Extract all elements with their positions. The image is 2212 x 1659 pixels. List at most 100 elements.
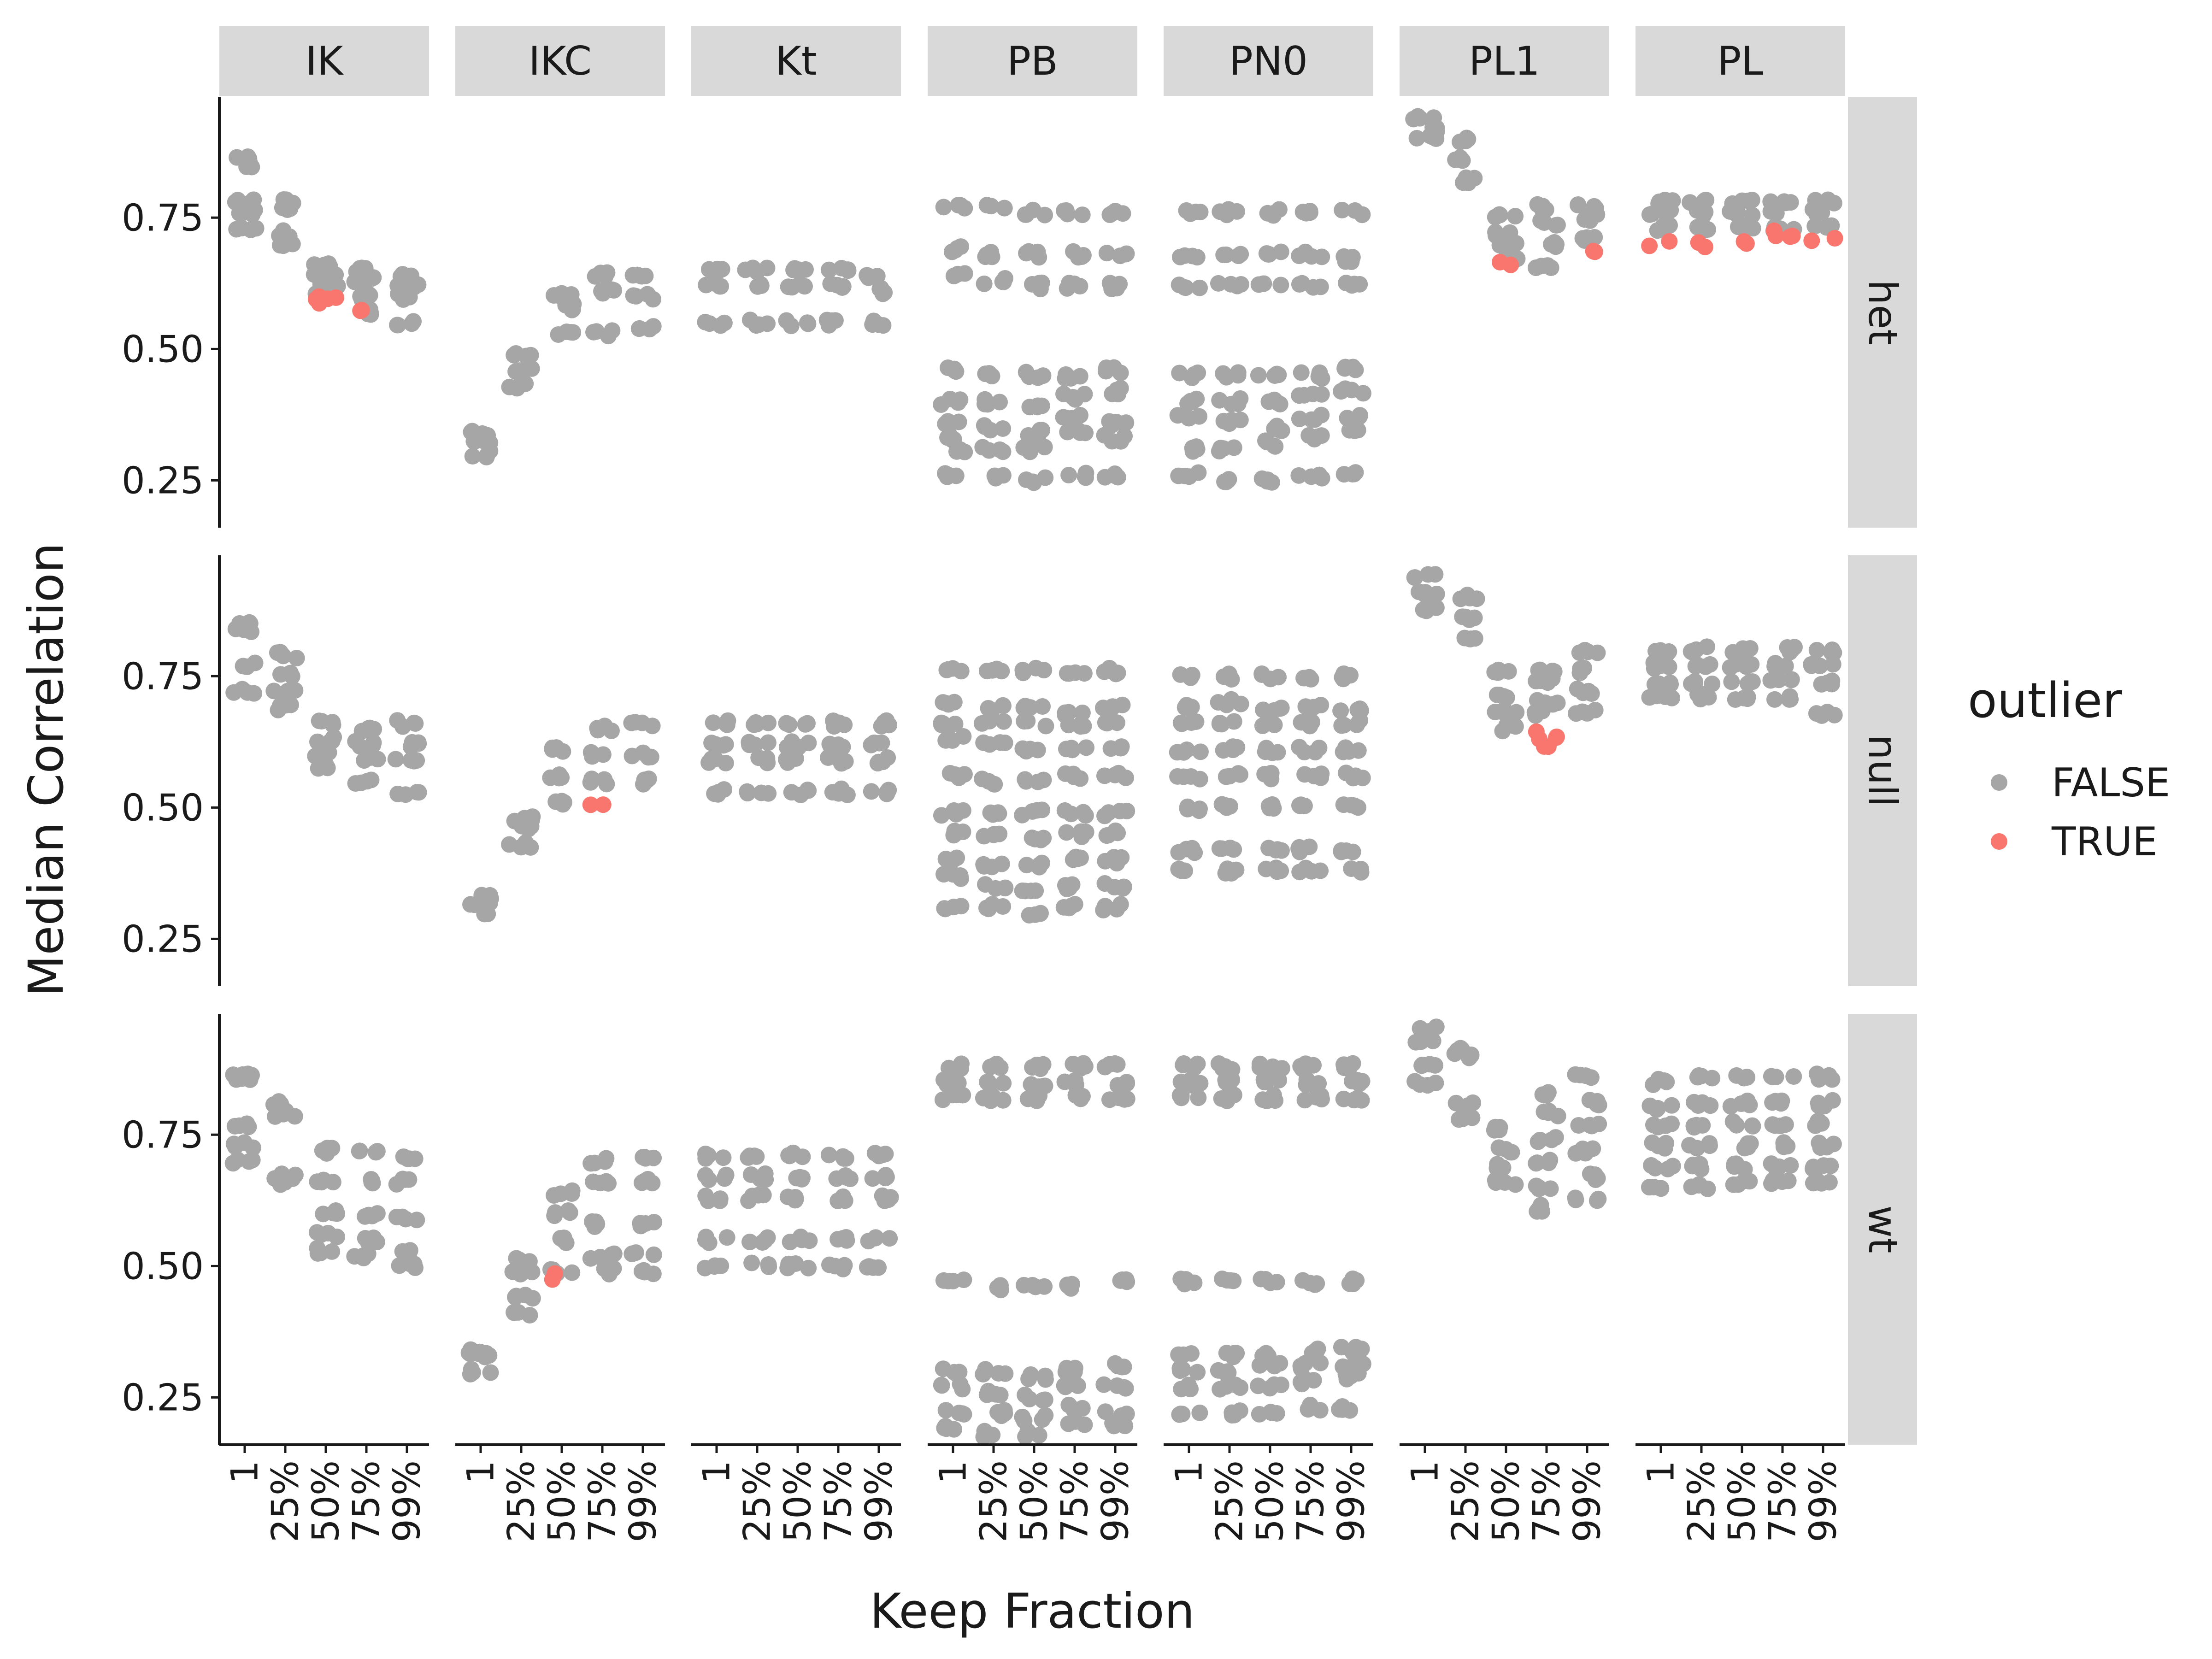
data-point (1063, 740, 1080, 757)
data-point (935, 866, 953, 883)
data-point (1452, 150, 1469, 167)
data-point (697, 313, 714, 330)
data-point (596, 771, 613, 788)
data-point (1696, 238, 1713, 255)
data-point (715, 1149, 732, 1166)
data-point (1741, 1173, 1758, 1190)
data-point (477, 1348, 494, 1365)
data-point (1034, 698, 1051, 715)
data-point (950, 413, 967, 430)
data-point (1017, 771, 1034, 788)
data-point (1175, 1346, 1192, 1363)
data-point (1101, 206, 1118, 223)
data-point (1418, 602, 1435, 619)
data-point (995, 713, 1012, 730)
data-point (1101, 659, 1118, 677)
data-point (1213, 840, 1230, 857)
y-tick-label: 0.75 (122, 196, 204, 239)
x-tick-label: 1 (1640, 1460, 1683, 1484)
x-tick-label: 1 (1168, 1460, 1211, 1484)
facet-strip-wt (1848, 1014, 1917, 1445)
data-point (1294, 275, 1311, 292)
data-point (1059, 424, 1076, 441)
data-point (1663, 689, 1680, 706)
data-point (1311, 739, 1328, 756)
data-point (1764, 1116, 1781, 1133)
data-point (1826, 229, 1843, 247)
data-point (1739, 1069, 1756, 1086)
data-point (1108, 900, 1125, 918)
data-point (364, 1175, 381, 1192)
data-point (564, 1264, 581, 1281)
data-point (512, 839, 529, 856)
data-point (935, 1360, 952, 1377)
data-point (346, 273, 363, 290)
data-point (1108, 414, 1125, 431)
data-point (242, 221, 259, 238)
x-tick-label: 50% (1721, 1460, 1764, 1542)
data-point (1216, 473, 1233, 490)
data-point (1296, 766, 1313, 783)
data-point (974, 439, 991, 456)
data-point (996, 270, 1013, 287)
data-point (1037, 718, 1054, 735)
data-point (319, 290, 336, 307)
data-point (800, 782, 817, 799)
data-point (1226, 1406, 1243, 1424)
data-point (835, 1230, 852, 1247)
data-point (881, 1230, 898, 1247)
data-point (700, 1147, 717, 1164)
data-point (1490, 1139, 1507, 1156)
data-point (1803, 657, 1820, 674)
data-point (596, 718, 613, 735)
data-point (369, 1143, 386, 1160)
data-point (1649, 1118, 1666, 1135)
data-point (1266, 391, 1283, 408)
x-tick-label: 50% (541, 1460, 583, 1542)
data-point (975, 1089, 992, 1106)
data-point (1171, 1360, 1188, 1377)
data-point (1335, 796, 1352, 813)
data-point (547, 1204, 564, 1221)
data-point (744, 259, 761, 276)
data-point (1118, 1273, 1135, 1290)
data-point (238, 158, 255, 175)
data-point (507, 345, 524, 362)
data-point (982, 1059, 999, 1076)
data-point (838, 1169, 855, 1186)
data-point (408, 752, 425, 769)
data-point (1293, 364, 1310, 381)
data-point (1687, 658, 1704, 675)
data-point (1658, 1073, 1675, 1090)
data-point (1175, 744, 1192, 761)
data-point (1728, 1117, 1745, 1134)
data-point (1116, 1417, 1133, 1434)
data-point (240, 1070, 257, 1087)
x-tick-label: 50% (305, 1460, 347, 1542)
data-point (624, 747, 641, 765)
data-point (1078, 739, 1095, 756)
data-point (946, 267, 963, 284)
x-tick-label: 25% (264, 1460, 307, 1542)
data-point (1335, 671, 1352, 688)
x-tick-label: 75% (817, 1460, 860, 1542)
data-point (1412, 110, 1429, 127)
axes-layer: 0.250.500.750.250.500.750.250.500.75125%… (122, 97, 1845, 1542)
data-point (1782, 228, 1799, 245)
data-point (864, 316, 881, 333)
data-point (1171, 248, 1188, 265)
data-point (1723, 673, 1740, 690)
facet-strip-null (1848, 555, 1917, 986)
data-point (1179, 395, 1196, 412)
x-tick-label: 1 (224, 1460, 266, 1484)
data-point (1296, 743, 1313, 760)
data-point (703, 750, 720, 767)
data-point (287, 682, 304, 699)
data-point (937, 732, 954, 749)
data-point (706, 785, 723, 802)
data-point (1217, 1058, 1234, 1075)
data-point (976, 417, 993, 434)
data-point (1338, 842, 1355, 859)
data-point (1347, 1339, 1365, 1356)
data-point (1265, 207, 1282, 224)
